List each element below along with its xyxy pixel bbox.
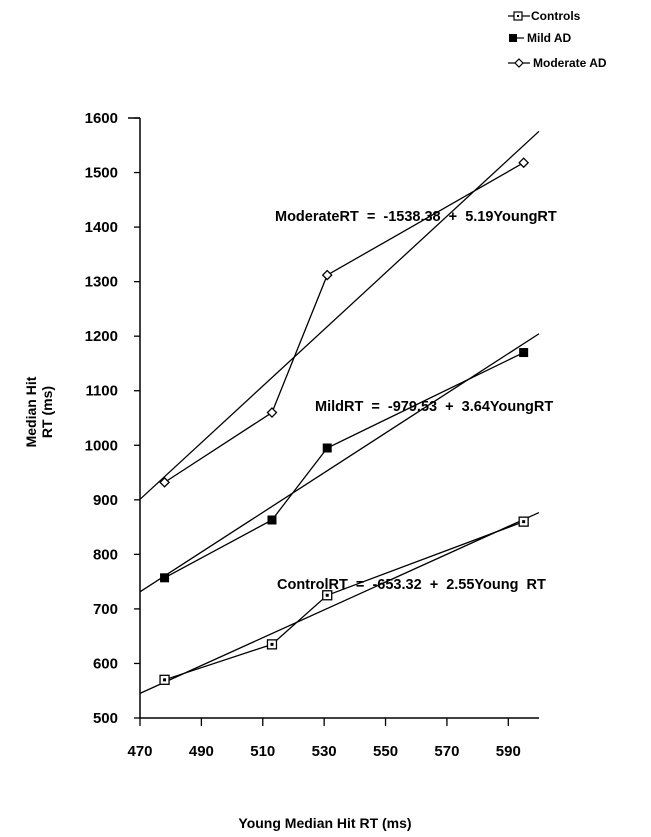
x-axis-title: Young Median Hit RT (ms): [238, 815, 411, 831]
x-tick-label: 530: [312, 743, 337, 760]
y-axis-title-line-2: RT (ms): [39, 386, 55, 438]
data-point-moderate-ad: [266, 407, 278, 418]
x-tick-label: 550: [373, 743, 398, 760]
x-tick-label: 510: [250, 743, 275, 760]
data-point-controls: [518, 516, 529, 527]
y-tick-label: 1200: [85, 328, 118, 345]
legend-item-moderate-ad: Moderate AD: [508, 56, 607, 70]
x-tick-label: 490: [189, 743, 214, 760]
legend-item-mild-ad: Mild AD: [509, 31, 572, 45]
legend: Controls Mild AD Moderate AD: [508, 9, 607, 70]
y-tick-label: 900: [93, 492, 118, 509]
x-axis-ticks: 470 490 510 530 550 570 590: [127, 718, 521, 760]
y-tick-label: 1000: [85, 437, 118, 454]
y-axis-ticks: 500 600 700 800 900 1000 1100 1200 1300 1400 1500 1…: [85, 110, 140, 727]
y-tick-label: 1400: [85, 219, 118, 236]
data-point-mild-ad: [160, 573, 170, 583]
x-tick-label: 570: [434, 743, 459, 760]
y-axis-title-line-1: Median Hit: [23, 376, 39, 447]
legend-label-moderate-ad: Moderate AD: [533, 56, 607, 70]
series-lines: [164, 162, 524, 681]
y-axis-title: Median Hit RT (ms): [23, 376, 55, 447]
legend-label-controls: Controls: [531, 9, 581, 23]
legend-item-controls: Controls: [508, 9, 581, 23]
regression-line-moderate-ad: [139, 130, 540, 500]
data-point-mild-ad: [519, 348, 529, 358]
data-point-moderate-ad: [321, 269, 333, 281]
data-point-mild-ad: [267, 515, 277, 525]
series-line-mild-ad: [164, 351, 524, 579]
y-tick-label: 800: [93, 546, 118, 563]
y-tick-label: 1100: [85, 383, 118, 400]
series-line-moderate-ad: [164, 162, 524, 483]
series-line-controls: [164, 521, 524, 681]
data-point-controls: [266, 639, 278, 650]
y-tick-label: 1600: [85, 110, 118, 127]
y-tick-label: 1500: [85, 165, 118, 182]
data-point-moderate-ad: [518, 157, 530, 169]
equation-mild: MildRT = -979.53 + 3.64YoungRT: [315, 399, 553, 415]
y-tick-label: 1300: [85, 274, 118, 291]
data-markers: [159, 157, 530, 685]
x-tick-label: 470: [127, 743, 152, 760]
data-point-controls: [322, 590, 333, 601]
legend-label-mild-ad: Mild AD: [527, 31, 572, 45]
regression-line-controls: [139, 511, 540, 694]
data-point-moderate-ad: [159, 476, 170, 488]
equation-control: ControlRT = -653.32 + 2.55Young RT: [277, 577, 546, 593]
y-tick-label: 600: [93, 655, 118, 672]
y-tick-label: 500: [93, 710, 118, 727]
regression-line-mild-ad: [139, 333, 540, 593]
data-point-mild-ad: [322, 443, 332, 453]
data-point-controls: [159, 674, 170, 685]
y-tick-label: 700: [93, 601, 118, 618]
equation-moderate: ModerateRT = -1538.38 + 5.19YoungRT: [275, 209, 557, 225]
x-tick-label: 590: [496, 743, 521, 760]
